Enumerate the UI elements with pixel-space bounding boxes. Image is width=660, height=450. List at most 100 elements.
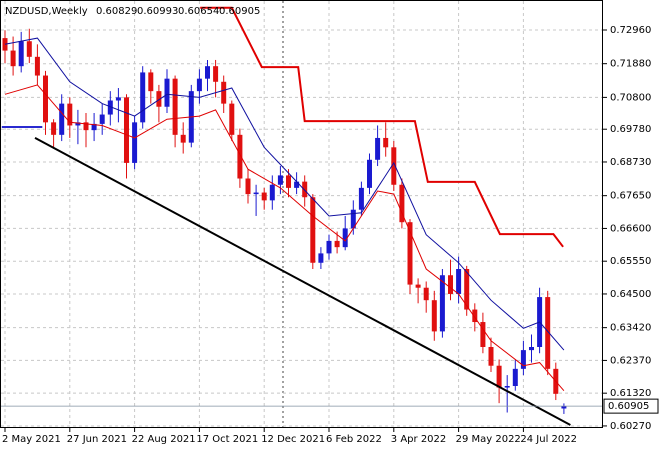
candle-body [205, 66, 210, 79]
candle-body [148, 72, 154, 92]
candle-body [277, 175, 283, 185]
candle-body [512, 368, 518, 387]
y-tick-label: 0.68730 [610, 157, 651, 168]
y-tick-label: 0.66600 [610, 223, 651, 234]
candle-body [342, 228, 348, 248]
candle-body [383, 137, 389, 148]
y-tick-label: 0.64500 [610, 289, 651, 300]
candle-body [2, 38, 8, 51]
y-tick-label: 0.72960 [610, 25, 651, 36]
candle-body [529, 347, 534, 351]
indicator-line [200, 6, 564, 248]
candle-body [67, 103, 73, 126]
header-ohlc: 0.60829 [96, 6, 137, 17]
y-tick-label: 0.69780 [610, 124, 651, 135]
candle-body [196, 78, 202, 92]
candle-body [286, 175, 291, 188]
candle-body [164, 78, 170, 107]
candle-body [156, 91, 162, 107]
candle-body [245, 178, 251, 195]
x-tick-label: 2 May 2021 [2, 434, 61, 445]
indicator-line [34, 137, 571, 426]
y-tick-label: 0.60270 [610, 421, 651, 432]
candle-body [456, 268, 462, 294]
candle-body [140, 72, 146, 123]
candle-body [132, 122, 138, 163]
candle-body [391, 147, 397, 185]
price-label-box [603, 398, 659, 414]
candle-body [326, 240, 332, 254]
candle-body [407, 222, 413, 285]
y-tick-label: 0.70800 [610, 92, 651, 103]
y-tick-label: 0.71880 [610, 59, 651, 70]
y-tick-label: 0.62370 [610, 355, 651, 366]
candle-body [180, 134, 186, 143]
candle-body [124, 97, 129, 163]
candle-body [496, 365, 502, 388]
x-tick-label: 22 Aug 2021 [132, 434, 196, 445]
candle-body [350, 209, 356, 229]
candle-body [310, 197, 316, 263]
candle-body [318, 253, 324, 263]
candle-body [423, 287, 429, 301]
candle-body [26, 41, 32, 57]
candle-body [18, 41, 24, 67]
x-tick-label: 12 Dec 2021 [261, 434, 325, 445]
candle-body [253, 192, 259, 195]
candle-body [561, 406, 567, 409]
candle-body [221, 81, 227, 104]
candle-body [464, 268, 470, 310]
candle-body [83, 122, 89, 131]
x-tick-label: 24 Jul 2022 [520, 434, 577, 445]
header-ohlc: 0.60993 [137, 6, 178, 17]
candle-body [375, 137, 381, 160]
marks [1, 1, 602, 427]
y-tick-label: 0.67650 [610, 191, 651, 202]
candle-body [237, 134, 243, 179]
candle-body [488, 347, 494, 366]
indicator-line [4, 84, 565, 392]
candle-body [504, 386, 510, 388]
candle-body [520, 350, 526, 369]
candle-body [261, 192, 267, 201]
candle-body [51, 122, 57, 135]
candle-body [34, 56, 40, 76]
candle-body [358, 187, 364, 210]
candle-body [367, 159, 372, 188]
candle-body [115, 97, 121, 101]
candle-body [10, 50, 16, 67]
x-tick-label: 29 May 2022 [456, 434, 521, 445]
candle-body [294, 181, 300, 188]
plot-frame [0, 0, 603, 428]
candle-body [75, 122, 81, 126]
candle-body [91, 123, 97, 131]
candle-body [302, 181, 308, 198]
x-tick-label: 27 Jun 2021 [67, 434, 127, 445]
candle-body [448, 275, 453, 294]
candle-body [439, 275, 445, 332]
header-ohlc: 0.60654 [178, 6, 219, 17]
y-tick-label: 0.61320 [610, 388, 651, 399]
x-tick-label: 17 Oct 2021 [196, 434, 258, 445]
candle-body [472, 309, 478, 323]
candle-body [480, 322, 486, 348]
candle-body [415, 284, 421, 288]
price-label: 0.60905 [608, 401, 649, 412]
candle-body [107, 100, 113, 115]
candle-body [59, 103, 65, 135]
candle-body [43, 75, 48, 123]
candle-body [431, 300, 437, 332]
candle-body [269, 184, 275, 201]
x-tick-label: 6 Feb 2022 [326, 434, 382, 445]
candle-body [399, 184, 405, 223]
candle-body [99, 114, 105, 124]
y-tick-label: 0.63420 [610, 323, 651, 334]
x-tick-label: 3 Apr 2022 [391, 434, 446, 445]
candle-body [545, 297, 551, 369]
indicator-line [4, 37, 565, 351]
candle-body [213, 66, 219, 82]
y-tick-label: 0.65550 [610, 256, 651, 267]
chart-title: NZDUSD,Weekly [5, 6, 88, 17]
candle-body [172, 78, 178, 135]
